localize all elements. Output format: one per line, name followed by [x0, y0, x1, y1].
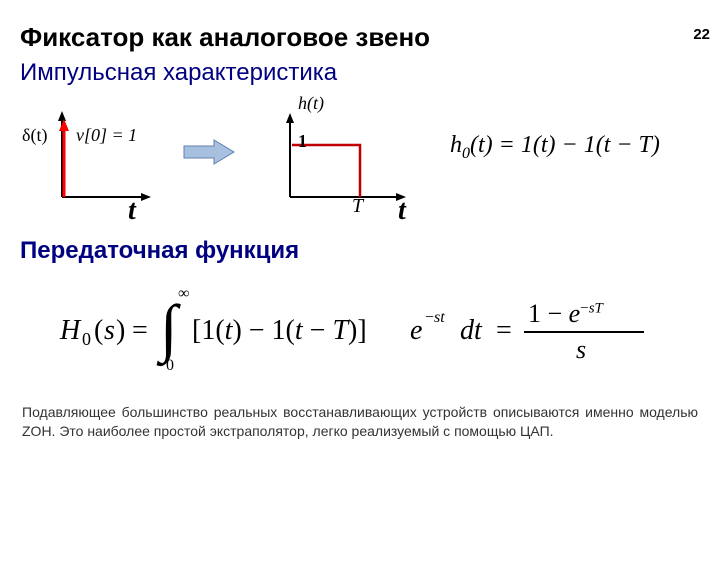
page-title: Фиксатор как аналоговое звено — [20, 22, 720, 53]
page-number: 22 — [693, 26, 710, 43]
eq-h0t: h0(t) = 1(t) − 1(t − T) — [450, 132, 660, 163]
pulse-diagram — [250, 97, 420, 227]
body-paragraph: Подавляющее большинство реальных восстан… — [22, 403, 698, 441]
h-t-label: h(t) — [298, 93, 324, 114]
T-label: T — [352, 195, 363, 218]
impulse-diagram — [20, 97, 170, 227]
v0-label: v[0] = 1 — [76, 125, 137, 146]
diagram-row: δ(t) v[0] = 1 t h(t) 1 T t h0(t) = 1(t) … — [0, 87, 720, 227]
subtitle-impulse: Импульсная характеристика — [20, 59, 720, 87]
t-axis-label-1: t — [128, 195, 136, 227]
t-axis-label-2: t — [398, 195, 406, 227]
eq-H0s: H 0 ( s ) = ∫ ∞ 0 [1(t) − 1(t − T)] e −s… — [60, 285, 720, 385]
subtitle-transfer: Передаточная функция — [20, 237, 720, 265]
one-label: 1 — [298, 131, 307, 152]
block-arrow-icon — [180, 137, 240, 167]
delta-label: δ(t) — [22, 125, 47, 146]
